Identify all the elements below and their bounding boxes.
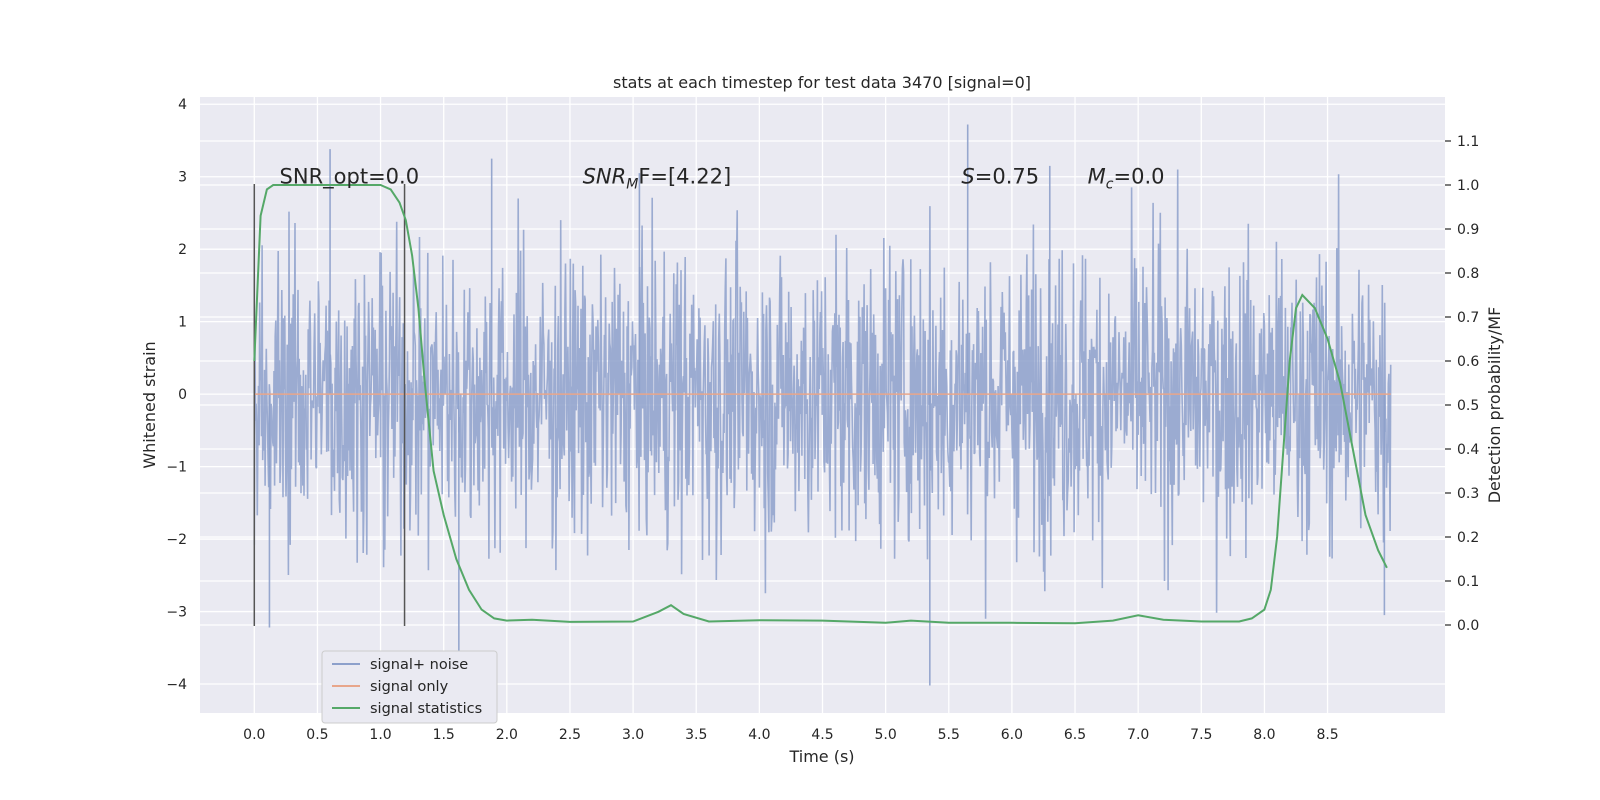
chart-title: stats at each timestep for test data 347… bbox=[613, 73, 1031, 92]
series-signal-statistics bbox=[253, 184, 1388, 625]
x-tick-label-6: 3.0 bbox=[622, 727, 644, 743]
x-axis-ticks: 0.0 0.5 1.0 1.5 2.0 2.5 3.0 3.5 4.0 4.5 5.0 5.5 6.0 6… bbox=[243, 727, 1339, 743]
x-tick-label-10: 5.0 bbox=[875, 727, 897, 743]
legend: signal+ noise signal only signal statist… bbox=[321, 650, 498, 724]
x-tick-label-1: 0.5 bbox=[306, 727, 328, 743]
y2-tick-label-0: 0.0 bbox=[1457, 618, 1479, 634]
y2-tick-label-3: 0.3 bbox=[1457, 486, 1479, 502]
y2-tick-label-7: 0.7 bbox=[1457, 310, 1479, 326]
y-axis-label: Whitened strain bbox=[140, 341, 159, 468]
x-tick-label-5: 2.5 bbox=[559, 727, 581, 743]
y2-tick-label-11: 1.1 bbox=[1457, 134, 1479, 150]
x-tick-label-3: 1.5 bbox=[433, 727, 455, 743]
x-tick-label-12: 6.0 bbox=[1001, 727, 1023, 743]
legend-label-signal-only: signal only bbox=[370, 679, 449, 695]
x-tick-label-7: 3.5 bbox=[685, 727, 707, 743]
y-tick-label-3: −1 bbox=[166, 460, 187, 476]
series-signal-noise bbox=[253, 124, 1392, 686]
y2-tick-label-10: 1.0 bbox=[1457, 178, 1479, 194]
x-tick-label-2: 1.0 bbox=[369, 727, 391, 743]
y-tick-label-4: 0 bbox=[178, 387, 187, 403]
legend-box bbox=[321, 650, 498, 724]
x-axis-label: Time (s) bbox=[788, 747, 854, 766]
y2-tick-label-6: 0.6 bbox=[1457, 354, 1479, 370]
annotation-mc: Mc=0.0 bbox=[1088, 165, 1165, 193]
legend-label-signal-noise: signal+ noise bbox=[370, 657, 468, 673]
annotation-snr-opt: SNR_opt=0.0 bbox=[280, 165, 420, 190]
x-tick-label-4: 2.0 bbox=[496, 727, 518, 743]
legend-label-signal-statistics: signal statistics bbox=[370, 701, 482, 717]
x-tick-label-15: 7.5 bbox=[1190, 727, 1212, 743]
vertical-markers bbox=[253, 183, 406, 627]
annotations: SNR_opt=0.0 SNRMF=[4.22] S=0.75 Mc=0.0 bbox=[280, 165, 1165, 193]
annotation-snr-mf: SNRMF=[4.22] bbox=[583, 165, 732, 193]
left-axis-ticks: −4 −3 −2 −1 0 1 2 3 4 bbox=[166, 97, 187, 693]
y2-axis-label: Detection probability/MF bbox=[1485, 307, 1504, 504]
y2-tick-label-4: 0.4 bbox=[1457, 442, 1479, 458]
right-axis-ticks: 0.0 0.1 0.2 0.3 0.4 0.5 0.6 0.7 0.8 0.9 1.0 1.1 bbox=[1445, 134, 1479, 634]
y-tick-label-0: −4 bbox=[166, 677, 187, 693]
y2-tick-label-9: 0.9 bbox=[1457, 222, 1479, 238]
x-tick-label-9: 4.5 bbox=[811, 727, 833, 743]
y-tick-label-6: 2 bbox=[178, 242, 187, 258]
x-tick-label-17: 8.5 bbox=[1316, 727, 1338, 743]
y2-tick-label-5: 0.5 bbox=[1457, 398, 1479, 414]
y2-tick-label-1: 0.1 bbox=[1457, 574, 1479, 590]
annotation-s: S=0.75 bbox=[961, 165, 1039, 189]
x-tick-label-14: 7.0 bbox=[1127, 727, 1149, 743]
y-tick-label-1: −3 bbox=[166, 605, 187, 621]
y-tick-label-5: 1 bbox=[178, 315, 187, 331]
y2-tick-label-8: 0.8 bbox=[1457, 266, 1479, 282]
x-tick-label-16: 8.0 bbox=[1253, 727, 1275, 743]
y-tick-label-8: 4 bbox=[178, 97, 187, 113]
x-tick-label-11: 5.5 bbox=[938, 727, 960, 743]
x-tick-label-8: 4.0 bbox=[748, 727, 770, 743]
y-tick-label-2: −2 bbox=[166, 532, 187, 548]
y2-tick-label-2: 0.2 bbox=[1457, 530, 1479, 546]
y-tick-label-7: 3 bbox=[178, 170, 187, 186]
x-tick-label-0: 0.0 bbox=[243, 727, 265, 743]
signal-noise-trace bbox=[253, 169, 1392, 619]
x-tick-label-13: 6.5 bbox=[1064, 727, 1086, 743]
